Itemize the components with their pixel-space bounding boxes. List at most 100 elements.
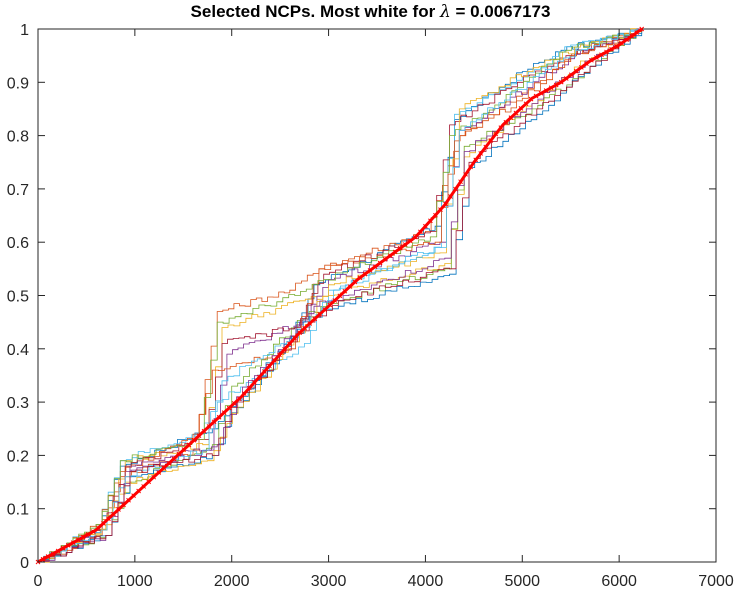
plot-area [37, 28, 717, 563]
most-white-marker [45, 554, 51, 559]
most-white-marker [448, 194, 453, 199]
most-white-marker [251, 380, 257, 385]
most-white-marker [412, 234, 418, 240]
most-white-marker [458, 179, 463, 185]
most-white-marker [407, 238, 413, 244]
chart-title: Selected NCPs. Most white for λ = 0.0067… [0, 2, 741, 22]
most-white-marker [75, 537, 81, 543]
most-white-marker [292, 335, 297, 341]
most-white-marker [221, 410, 227, 415]
most-white-marker [121, 502, 126, 508]
y-tick-label: 0.7 [7, 182, 29, 199]
most-white-marker [573, 68, 579, 74]
most-white-marker [548, 85, 554, 91]
most-white-marker [101, 520, 106, 526]
most-white-marker [488, 138, 494, 143]
most-white-marker [589, 57, 594, 63]
most-white-marker [151, 474, 157, 480]
x-tick-label: 4000 [408, 573, 444, 590]
most-white-marker [538, 90, 544, 96]
most-white-marker [397, 245, 403, 251]
most-white-marker [317, 311, 323, 317]
most-white-marker [80, 534, 86, 540]
most-white-marker [277, 352, 282, 358]
ncp-series-line [38, 28, 643, 563]
most-white-marker [609, 46, 614, 52]
most-white-marker [639, 26, 645, 32]
most-white-marker [387, 253, 393, 258]
most-white-marker [211, 419, 217, 425]
most-white-marker [70, 540, 76, 545]
most-white-marker [392, 249, 398, 255]
most-white-marker [377, 260, 383, 266]
x-tick-label: 0 [34, 573, 43, 590]
most-white-marker [553, 82, 559, 88]
y-tick-label: 0.9 [7, 75, 29, 92]
most-white-marker [433, 212, 438, 218]
y-tick-label: 0.8 [7, 129, 29, 146]
most-white-marker [563, 76, 569, 81]
most-white-marker [498, 125, 504, 130]
most-white-marker [417, 229, 423, 235]
most-white-marker [246, 385, 252, 391]
y-tick-label: 0.1 [7, 502, 29, 519]
ncp-series-line [38, 29, 643, 563]
most-white-marker [438, 207, 443, 213]
most-white-marker [267, 363, 272, 369]
most-white-marker [216, 414, 222, 420]
title-suffix: = 0.0067173 [450, 2, 551, 21]
most-white-marker [297, 330, 302, 336]
ncp-series-line [38, 29, 643, 563]
x-tick-label: 1000 [117, 573, 153, 590]
most-white-marker [166, 460, 172, 466]
ncp-series-line [38, 29, 643, 563]
most-white-marker [362, 271, 368, 277]
most-white-marker [236, 396, 242, 402]
y-tick-label: 0.3 [7, 395, 29, 412]
most-white-marker [111, 511, 116, 517]
most-white-marker [176, 451, 182, 457]
most-white-marker [307, 321, 313, 326]
y-tick-label: 0.2 [7, 448, 29, 465]
most-white-marker [372, 264, 378, 270]
most-white-marker [443, 201, 448, 207]
most-white-marker [568, 72, 574, 78]
most-white-marker [528, 96, 534, 102]
y-tick-label: 0 [20, 555, 29, 572]
most-white-marker [126, 497, 131, 503]
most-white-marker [327, 302, 333, 308]
most-white-marker [161, 465, 167, 471]
title-prefix: Selected NCPs. Most white for [190, 2, 440, 21]
most-white-marker [156, 470, 162, 475]
most-white-marker [634, 30, 640, 35]
most-white-marker [453, 186, 458, 192]
most-white-marker [523, 101, 529, 107]
most-white-marker [146, 479, 152, 485]
most-white-marker [543, 88, 549, 93]
most-white-marker [508, 115, 514, 120]
most-white-marker [594, 55, 599, 60]
most-white-marker [503, 119, 509, 125]
most-white-marker [332, 298, 338, 303]
most-white-marker [599, 52, 604, 58]
most-white-marker [513, 110, 519, 116]
most-white-marker [96, 525, 101, 531]
most-white-marker [131, 493, 136, 499]
most-white-marker [337, 293, 343, 299]
most-white-marker [136, 488, 141, 494]
most-white-marker [181, 447, 187, 452]
most-white-marker [463, 171, 468, 177]
most-white-marker [312, 316, 318, 322]
most-white-marker [423, 223, 428, 229]
most-white-marker [241, 391, 247, 396]
most-white-marker [619, 40, 624, 46]
x-tick-label: 3000 [311, 573, 347, 590]
most-white-marker [604, 49, 609, 55]
most-white-marker [402, 242, 408, 247]
ncp-series-line [38, 29, 643, 563]
most-white-marker [367, 268, 373, 273]
most-white-marker [201, 428, 207, 434]
most-white-marker [60, 545, 66, 551]
